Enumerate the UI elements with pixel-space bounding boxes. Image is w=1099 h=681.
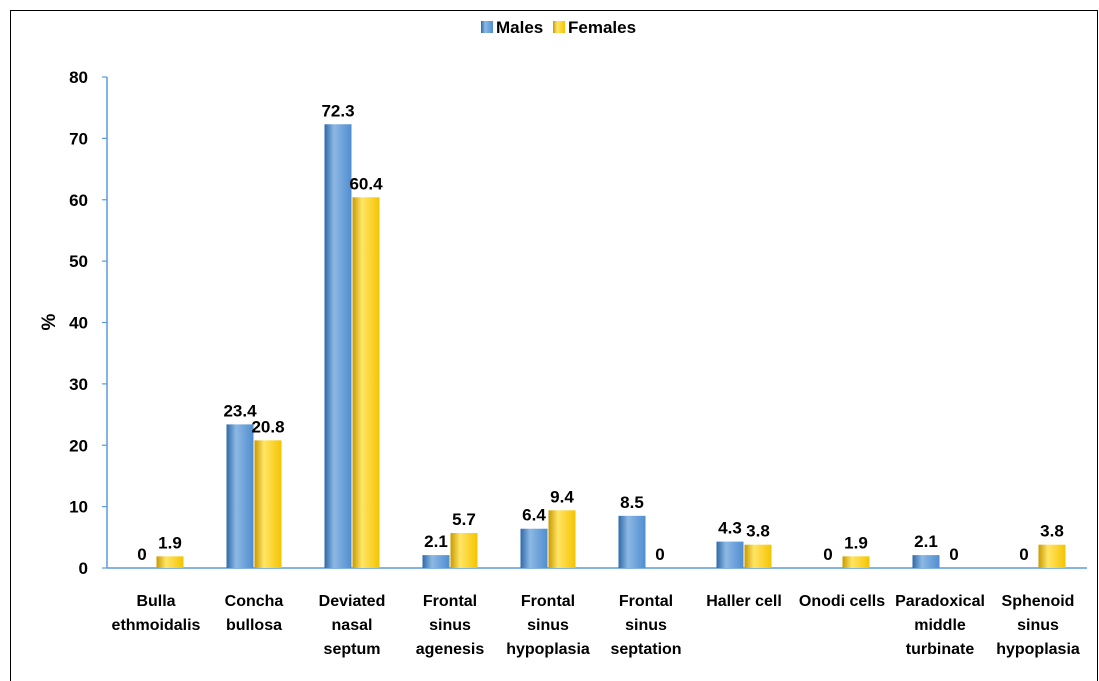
x-tick-label: Frontal: [619, 593, 673, 610]
bar-females: [1038, 544, 1066, 568]
data-label-males: 8.5: [620, 493, 644, 512]
x-tick-label: turbinate: [906, 641, 975, 658]
bar-females: [156, 556, 184, 568]
data-label-females: 20.8: [251, 417, 284, 436]
y-tick-label: 20: [69, 436, 88, 455]
x-tick-label: bullosa: [226, 617, 282, 634]
bar-males: [422, 555, 450, 568]
data-label-males: 72.3: [321, 101, 354, 120]
y-tick-label: 30: [69, 375, 88, 394]
data-label-females: 0: [949, 545, 958, 564]
bar-females: [744, 544, 772, 568]
bar-females: [548, 510, 576, 568]
x-tick-label: Bulla: [136, 593, 175, 610]
bar-males: [618, 515, 646, 568]
x-tick-label: Frontal: [521, 593, 575, 610]
x-tick-label: Sphenoid: [1002, 593, 1075, 610]
x-tick-label: middle: [914, 617, 966, 634]
x-tick-label: Deviated: [319, 593, 386, 610]
bar-males: [716, 541, 744, 568]
data-label-females: 1.9: [844, 533, 868, 552]
value-labels: 01.923.420.872.360.42.15.7 6.49.4 8.504.3 3…: [137, 101, 1064, 564]
x-tick-label: Onodi cells: [799, 593, 885, 610]
y-tick-label: 10: [69, 498, 88, 517]
bar-males: [912, 555, 940, 568]
data-label-males: 4.3: [718, 519, 742, 538]
x-tick-label: Paradoxical: [895, 593, 985, 610]
bars: [156, 124, 1066, 569]
data-label-males: 2.1: [424, 532, 448, 551]
y-tick-label: 80: [69, 68, 88, 87]
data-label-males: 23.4: [223, 401, 257, 420]
x-tick-label: nasal: [332, 617, 373, 634]
x-tick-label: sinus: [527, 617, 569, 634]
x-tick-label: septum: [324, 641, 381, 658]
legend: Males Females: [481, 18, 636, 37]
data-label-females: 3.8: [746, 522, 770, 541]
data-label-females: 0: [655, 545, 664, 564]
x-tick-label: Frontal: [423, 593, 477, 610]
y-axis: 0 10 20 30 40 50 60 70 80: [69, 68, 108, 578]
data-label-females: 9.4: [550, 487, 574, 506]
data-label-females: 3.8: [1040, 522, 1064, 541]
x-tick-label: sinus: [1017, 617, 1059, 634]
bar-females: [254, 440, 282, 568]
data-label-males: 0: [1019, 545, 1028, 564]
data-label-females: 60.4: [349, 174, 383, 193]
y-tick-label: 60: [69, 191, 88, 210]
legend-label-males: Males: [496, 18, 543, 37]
x-tick-label: sinus: [625, 617, 667, 634]
x-tick-label: sinus: [429, 617, 471, 634]
legend-swatch-females: [553, 21, 565, 33]
data-label-males: 0: [823, 545, 832, 564]
data-label-females: 1.9: [158, 533, 182, 552]
y-tick-label: 0: [79, 559, 88, 578]
data-label-females: 5.7: [452, 510, 476, 529]
y-tick-label: 70: [69, 129, 88, 148]
chart-frame: [10, 10, 1098, 681]
bar-females: [450, 533, 478, 568]
data-label-males: 6.4: [522, 506, 546, 525]
bar-males: [226, 424, 254, 568]
x-tick-label: agenesis: [416, 641, 485, 658]
x-tick-label: hypoplasia: [506, 641, 590, 658]
y-tick-label: 50: [69, 252, 88, 271]
data-label-males: 0: [137, 545, 146, 564]
x-tick-label: hypoplasia: [996, 641, 1080, 658]
x-tick-label: Haller cell: [706, 593, 782, 610]
bar-males: [520, 528, 548, 568]
legend-label-females: Females: [568, 18, 636, 37]
y-axis-label: %: [39, 313, 60, 330]
x-tick-label: ethmoidalis: [112, 617, 201, 634]
data-label-males: 2.1: [914, 532, 938, 551]
category-labels: Bulla ethmoidalis Concha bullosa Deviated nas…: [112, 593, 1080, 658]
y-tick-label: 40: [69, 314, 88, 333]
x-tick-label: Concha: [225, 593, 284, 610]
bar-males: [324, 124, 352, 568]
x-tick-label: septation: [610, 641, 681, 658]
bar-females: [842, 556, 870, 568]
bar-females: [352, 197, 380, 569]
legend-swatch-males: [481, 21, 493, 33]
